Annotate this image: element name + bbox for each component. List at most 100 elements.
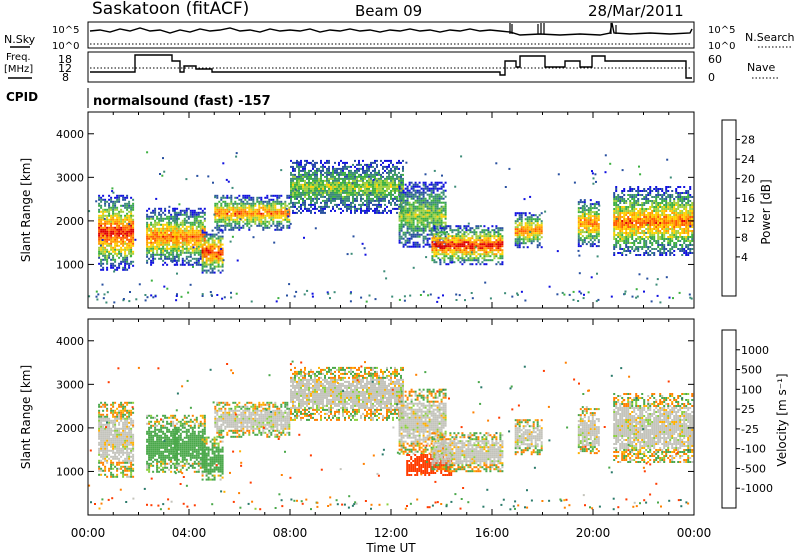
echo-cell bbox=[102, 236, 105, 239]
echo-cell bbox=[354, 179, 356, 182]
echo-cell bbox=[655, 232, 658, 234]
echo-cell bbox=[130, 216, 133, 219]
echo-cell bbox=[400, 235, 403, 238]
echo-cell bbox=[412, 187, 415, 190]
echo-cell bbox=[320, 189, 322, 192]
echo-cell bbox=[358, 161, 360, 164]
echo-cell bbox=[394, 185, 396, 188]
echo-cell bbox=[416, 233, 419, 236]
echo-cell bbox=[179, 263, 182, 266]
echo-cell bbox=[172, 259, 175, 262]
echo-cell bbox=[189, 241, 192, 244]
echo-cell bbox=[228, 204, 231, 207]
echo-cell bbox=[150, 217, 153, 220]
echo-cell bbox=[112, 204, 115, 207]
echo-cell bbox=[433, 251, 436, 254]
echo-cell bbox=[110, 236, 113, 239]
echo-cell bbox=[258, 216, 261, 219]
echo-cell bbox=[122, 218, 125, 221]
echo-cell bbox=[406, 239, 409, 242]
echo-cell bbox=[524, 232, 527, 235]
echo-cell bbox=[344, 195, 346, 198]
echo-cell bbox=[591, 203, 594, 206]
echo-cell bbox=[380, 191, 382, 194]
echo-cell bbox=[445, 237, 448, 240]
echo-cell bbox=[487, 231, 490, 234]
echo-cell bbox=[587, 221, 590, 224]
echo-cell bbox=[150, 235, 153, 238]
echo-cell bbox=[266, 196, 269, 199]
echo-cell bbox=[451, 251, 454, 254]
echo-cell bbox=[106, 218, 109, 221]
echo-cell bbox=[520, 238, 523, 241]
echo-cell bbox=[633, 244, 636, 246]
echo-cell bbox=[126, 204, 129, 207]
echo-cell bbox=[581, 225, 584, 228]
echo-cell bbox=[189, 223, 192, 226]
echo-cell bbox=[501, 257, 504, 260]
program-label: normalsound (fast) -157 bbox=[93, 94, 271, 109]
echo-cell bbox=[394, 169, 396, 172]
echo-cell bbox=[100, 210, 103, 213]
echo-cell bbox=[441, 245, 444, 248]
echo-cell bbox=[328, 183, 330, 186]
echo-cell bbox=[203, 227, 206, 230]
echo-cell bbox=[272, 220, 275, 223]
echo-cell bbox=[310, 211, 312, 214]
echo-cell bbox=[344, 199, 346, 202]
echo-cell bbox=[434, 183, 437, 186]
echo-cell bbox=[216, 210, 219, 213]
echo-cell bbox=[336, 187, 338, 190]
echo-cell bbox=[649, 220, 652, 222]
echo-cell bbox=[108, 242, 111, 245]
echo-cell bbox=[352, 195, 354, 198]
echo-cell bbox=[501, 239, 504, 242]
echo-cell bbox=[404, 201, 407, 204]
echo-cell bbox=[152, 245, 155, 248]
echo-cell bbox=[424, 243, 427, 246]
echo-cell bbox=[364, 173, 366, 176]
echo-cell bbox=[211, 239, 214, 242]
echo-cell bbox=[589, 207, 592, 210]
echo-cell bbox=[146, 217, 149, 220]
echo-cell bbox=[392, 193, 394, 196]
echo-cell bbox=[477, 227, 480, 230]
echo-cell bbox=[631, 238, 634, 240]
echo-cell bbox=[166, 263, 169, 266]
echo-cell bbox=[108, 208, 111, 211]
echo-cell bbox=[332, 195, 334, 198]
echo-cell bbox=[402, 195, 405, 198]
echo-cell bbox=[374, 203, 376, 206]
echo-cell bbox=[328, 159, 330, 162]
echo-cell bbox=[457, 233, 460, 236]
echo-cell bbox=[203, 243, 206, 246]
echo-cell bbox=[352, 163, 354, 166]
echo-cell bbox=[280, 202, 283, 205]
echo-cell bbox=[280, 194, 283, 197]
echo-cell bbox=[344, 167, 346, 170]
echo-cell bbox=[522, 212, 525, 215]
echo-cell bbox=[589, 203, 592, 206]
echo-cell bbox=[320, 201, 322, 204]
echo-cell bbox=[179, 249, 182, 252]
echo-cell bbox=[130, 224, 133, 227]
echo-cell bbox=[294, 197, 296, 200]
echo-cell bbox=[122, 242, 125, 245]
echo-cell bbox=[270, 208, 273, 211]
echo-cell bbox=[461, 255, 464, 258]
echo-cell bbox=[209, 247, 212, 250]
echo-cell bbox=[581, 231, 584, 234]
echo-cell bbox=[633, 188, 636, 190]
echo-cell bbox=[162, 245, 165, 248]
echo-cell bbox=[372, 189, 374, 192]
echo-cell bbox=[300, 161, 302, 164]
echo-cell bbox=[436, 183, 439, 186]
echo-cell bbox=[170, 225, 173, 228]
echo-cell bbox=[181, 261, 184, 264]
echo-cell bbox=[154, 221, 157, 224]
echo-cell bbox=[214, 208, 217, 211]
echo-cell bbox=[356, 171, 358, 174]
echo-cell bbox=[428, 225, 431, 228]
echo-cell bbox=[358, 179, 360, 182]
